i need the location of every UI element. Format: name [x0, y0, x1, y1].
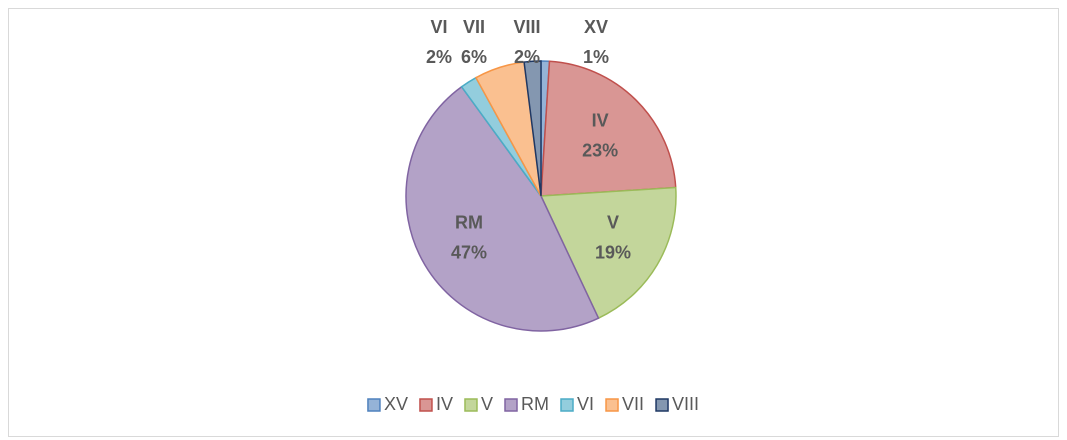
- legend-swatch: [655, 398, 669, 412]
- legend-swatch: [605, 398, 619, 412]
- data-label-value: 47%: [451, 242, 487, 262]
- data-label-value: 23%: [582, 141, 618, 161]
- data-label-value: 1%: [583, 47, 609, 67]
- legend-label: VI: [577, 394, 594, 414]
- legend-swatch: [504, 398, 518, 412]
- legend-swatch: [560, 398, 574, 412]
- legend-swatch: [367, 398, 381, 412]
- data-label-name: VIII: [513, 17, 540, 37]
- data-label-name: V: [607, 212, 619, 232]
- pie-slice: [539, 186, 677, 320]
- data-label-value: 19%: [595, 242, 631, 262]
- pie-slice: [540, 60, 677, 197]
- legend-label: XV: [384, 394, 408, 414]
- pie-slice: [523, 60, 542, 197]
- legend-swatch: [464, 398, 478, 412]
- legend-swatch: [419, 398, 433, 412]
- data-label-value: 6%: [461, 47, 487, 67]
- data-label-name: IV: [592, 111, 609, 131]
- legend-label: VII: [622, 394, 644, 414]
- legend: XV IV V RM VI VII VIII: [367, 394, 699, 414]
- legend-label: RM: [521, 394, 549, 414]
- legend-label: IV: [436, 394, 453, 414]
- data-label-name: VI: [430, 17, 447, 37]
- data-label-value: 2%: [514, 47, 540, 67]
- data-label-name: VII: [463, 17, 485, 37]
- legend-label: V: [481, 394, 493, 414]
- legend-label: VIII: [672, 394, 699, 414]
- data-label-name: XV: [584, 17, 608, 37]
- pie-slice: [405, 85, 600, 332]
- data-label-value: 2%: [426, 47, 452, 67]
- data-label-name: RM: [455, 212, 483, 232]
